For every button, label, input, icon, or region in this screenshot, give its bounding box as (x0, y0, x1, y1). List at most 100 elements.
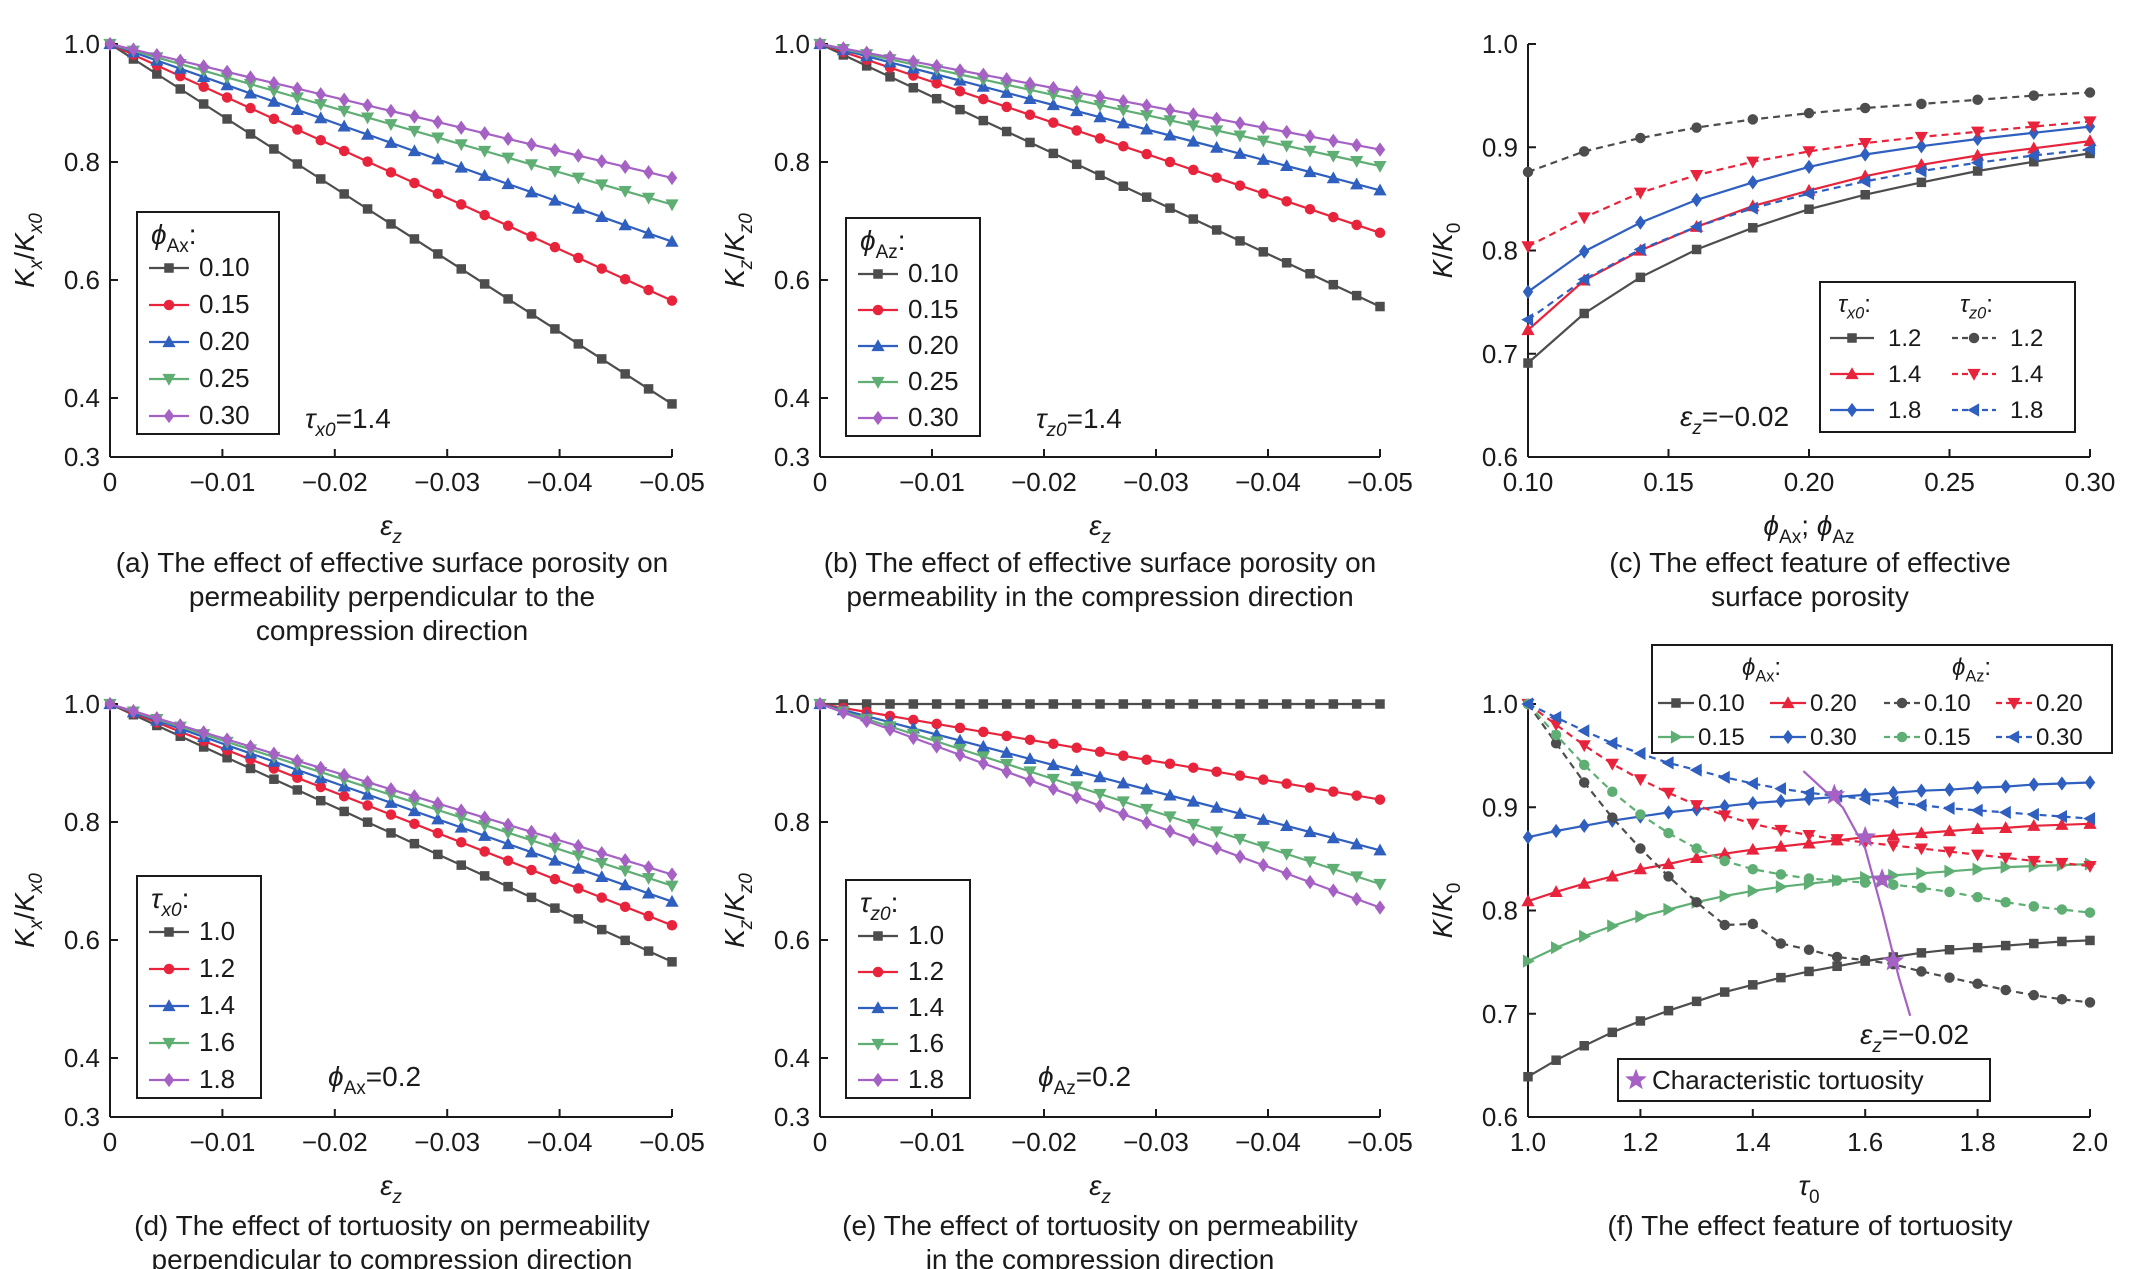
data-point (338, 92, 350, 107)
data-point (1046, 98, 1060, 111)
data-point (596, 154, 607, 169)
data-point (478, 828, 492, 841)
data-point (1373, 878, 1387, 891)
legend-title: ϕAz: (860, 225, 906, 263)
data-point (1326, 150, 1340, 163)
data-point (385, 782, 397, 797)
data-point (1972, 978, 1983, 990)
data-point (1748, 980, 1758, 990)
y-tick-label: 0.8 (1482, 236, 1518, 266)
data-point (2055, 818, 2069, 830)
data-point (1803, 873, 1815, 884)
data-point (315, 760, 326, 776)
data-point (1116, 776, 1130, 789)
data-point (1048, 148, 1059, 159)
data-point (1578, 146, 1590, 157)
data-point (1886, 795, 1899, 809)
data-point (1521, 323, 1535, 336)
data-point (362, 800, 373, 811)
y-tick-label: 0.3 (64, 442, 100, 472)
data-point (573, 914, 584, 924)
x-tick-label: −0.05 (1347, 467, 1413, 497)
data-point (1305, 268, 1315, 279)
data-point (128, 42, 139, 57)
data-point (433, 849, 443, 860)
data-point (1998, 805, 2011, 820)
data-point (385, 809, 397, 820)
data-point (1971, 822, 1985, 835)
legend-marker (164, 927, 174, 937)
x-tick-label: −0.01 (190, 467, 256, 497)
x-tick-label: −0.05 (639, 1127, 705, 1157)
y-tick-label: 1.0 (774, 29, 810, 59)
legend-label: 0.30 (199, 400, 250, 430)
characteristic-legend-frame (1617, 1058, 1991, 1102)
data-point (1859, 147, 1871, 162)
data-point (1802, 786, 1815, 800)
data-point (1551, 1055, 1561, 1065)
data-point (267, 94, 281, 107)
data-point (2056, 776, 2068, 791)
data-point (1577, 212, 1591, 225)
y-tick-label: 0.4 (64, 383, 100, 413)
data-point (338, 790, 350, 802)
data-point (1802, 146, 1816, 159)
legend-label: 1.0 (908, 920, 944, 950)
data-point (1210, 800, 1224, 813)
data-point (1001, 699, 1012, 709)
data-point (861, 713, 872, 729)
legend-label: 1.8 (1888, 397, 1921, 424)
data-point (1691, 996, 1702, 1007)
data-point (1093, 110, 1107, 123)
data-point (1522, 830, 1534, 845)
data-point (548, 165, 562, 178)
data-point (502, 817, 514, 832)
data-point (2028, 989, 2040, 1001)
data-point (314, 111, 328, 124)
legend-marker (1968, 332, 1980, 344)
legend-title: τx0: (151, 883, 189, 921)
x-tick-label: 0 (103, 467, 117, 497)
data-point (222, 114, 232, 124)
legend-marker (163, 963, 175, 975)
data-point (1916, 139, 1927, 154)
data-point (1691, 192, 1702, 208)
x-tick-label: 1.0 (1510, 1127, 1546, 1157)
x-tick-label: −0.03 (1123, 467, 1189, 497)
data-point (1188, 762, 1199, 773)
data-point (1164, 156, 1176, 168)
x-tick-label: 0 (813, 467, 827, 497)
data-point (571, 201, 585, 214)
data-point (908, 730, 919, 746)
data-point (1578, 244, 1590, 259)
data-point (2056, 994, 2068, 1005)
data-point (1832, 961, 1842, 972)
legend-label: 1.4 (908, 992, 944, 1022)
data-point (1071, 699, 1082, 709)
data-point (1579, 929, 1591, 943)
data-point (1235, 236, 1245, 246)
legend-marker (162, 373, 176, 386)
x-tick-label: 0.15 (1643, 467, 1694, 497)
legend-title: τx0: (1838, 291, 1871, 323)
x-axis-label: ϕAx; ϕAz (1763, 510, 1854, 548)
data-point (1303, 825, 1317, 838)
series-1.6 (813, 698, 1387, 891)
data-point (407, 125, 422, 138)
data-point (1746, 818, 1760, 831)
data-point (1719, 855, 1730, 867)
data-point (1001, 101, 1012, 113)
data-point (1577, 740, 1591, 753)
x-tick-label: 2.0 (2072, 1127, 2108, 1157)
data-point (1914, 843, 1928, 856)
data-point (885, 72, 895, 82)
data-point (104, 36, 116, 52)
data-point (337, 119, 351, 132)
legend-marker (871, 1038, 885, 1051)
data-point (407, 804, 422, 817)
y-axis-label: Kz/Kz0 (719, 213, 757, 288)
data-point (1233, 146, 1247, 159)
data-point (1661, 857, 1676, 870)
data-point (1607, 786, 1618, 798)
data-point (884, 722, 896, 737)
